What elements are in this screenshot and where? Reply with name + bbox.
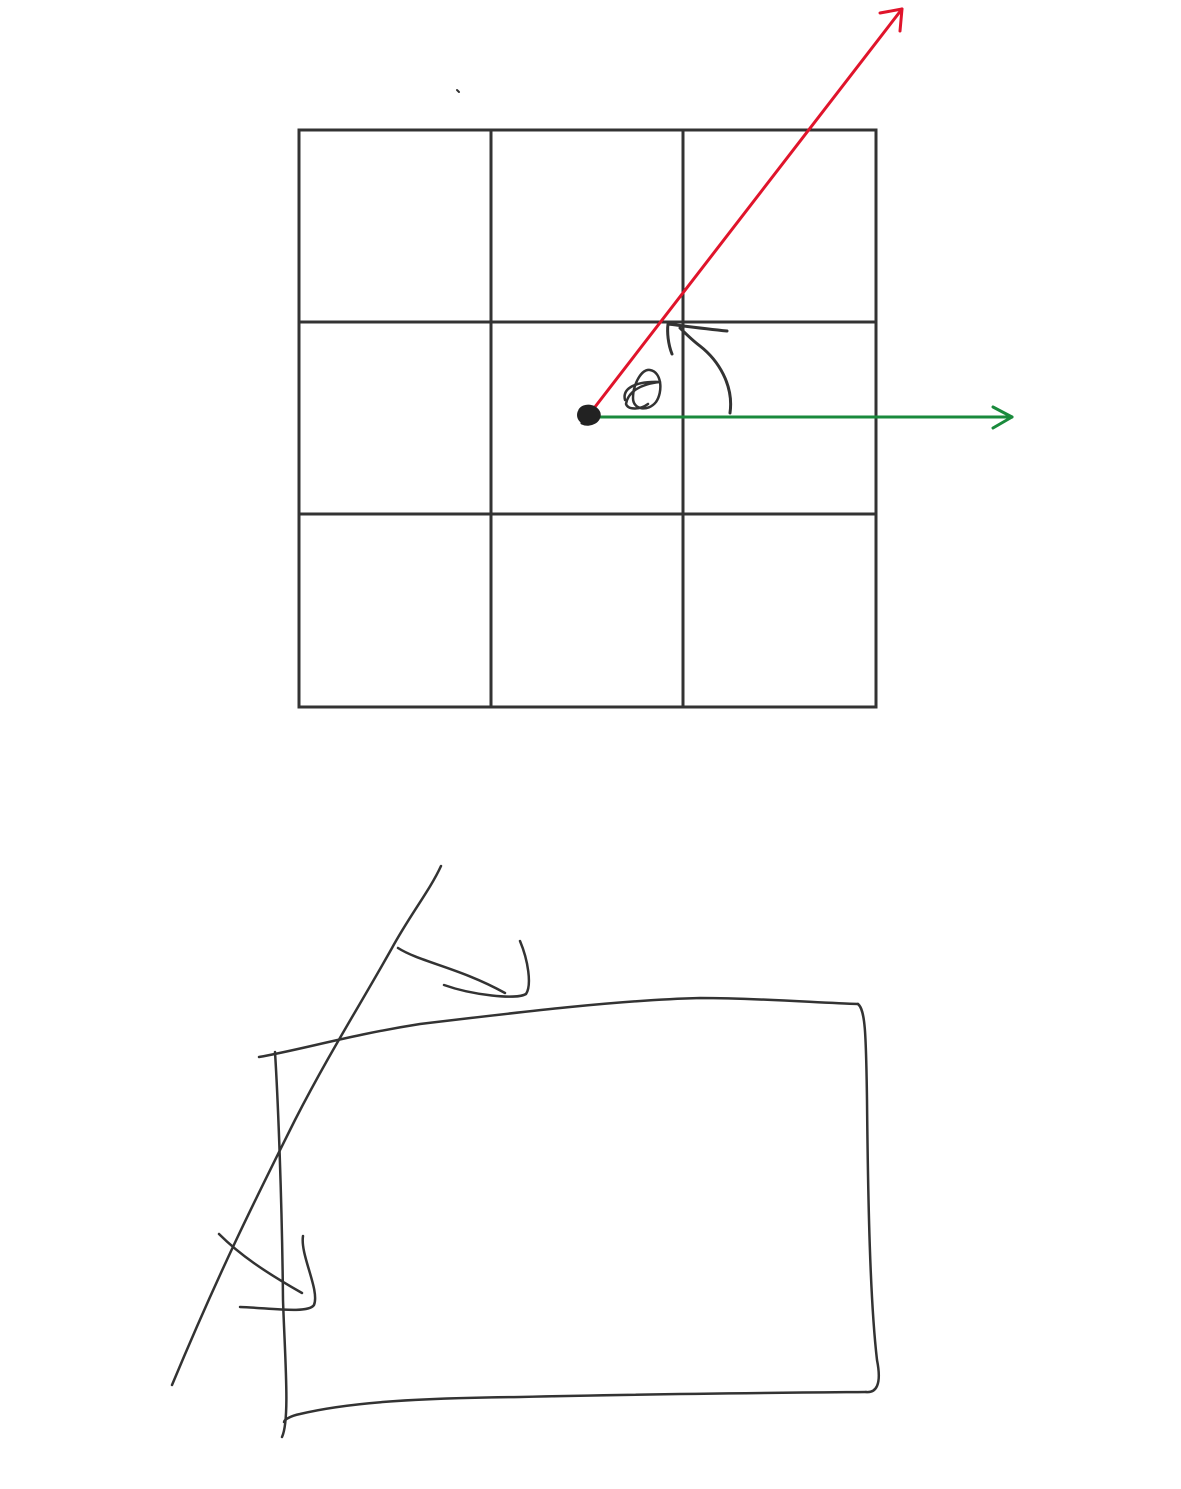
green-vector-arrowhead [991, 405, 1014, 430]
sketch-box-bottom [282, 1390, 868, 1424]
angle-arc-arrowhead [666, 322, 729, 356]
angle-arc [666, 322, 733, 415]
sketch-lower-tick [217, 1232, 304, 1295]
red-vector-shaft [586, 7, 904, 418]
sketch-box-right [856, 1002, 881, 1394]
perspective-sketch [170, 864, 881, 1439]
sketch-box-left [273, 1050, 288, 1439]
red-vector [586, 7, 904, 418]
theta-label: θ [623, 368, 662, 410]
sketch-upper-hook [442, 939, 531, 998]
sketch-diagonal-line [170, 864, 443, 1387]
sketch-lower-hook [238, 1234, 317, 1312]
green-vector [588, 405, 1014, 430]
angle-arc-curve [678, 326, 733, 415]
center-dot [577, 405, 599, 425]
stray-mark [456, 89, 460, 93]
theta-glyph-bar [623, 380, 662, 410]
sketch-box-top [257, 996, 860, 1059]
sketch-upper-tick [396, 946, 507, 995]
red-vector-arrowhead [878, 7, 904, 33]
center-point [577, 404, 601, 426]
center-dot-scribble [578, 404, 601, 426]
